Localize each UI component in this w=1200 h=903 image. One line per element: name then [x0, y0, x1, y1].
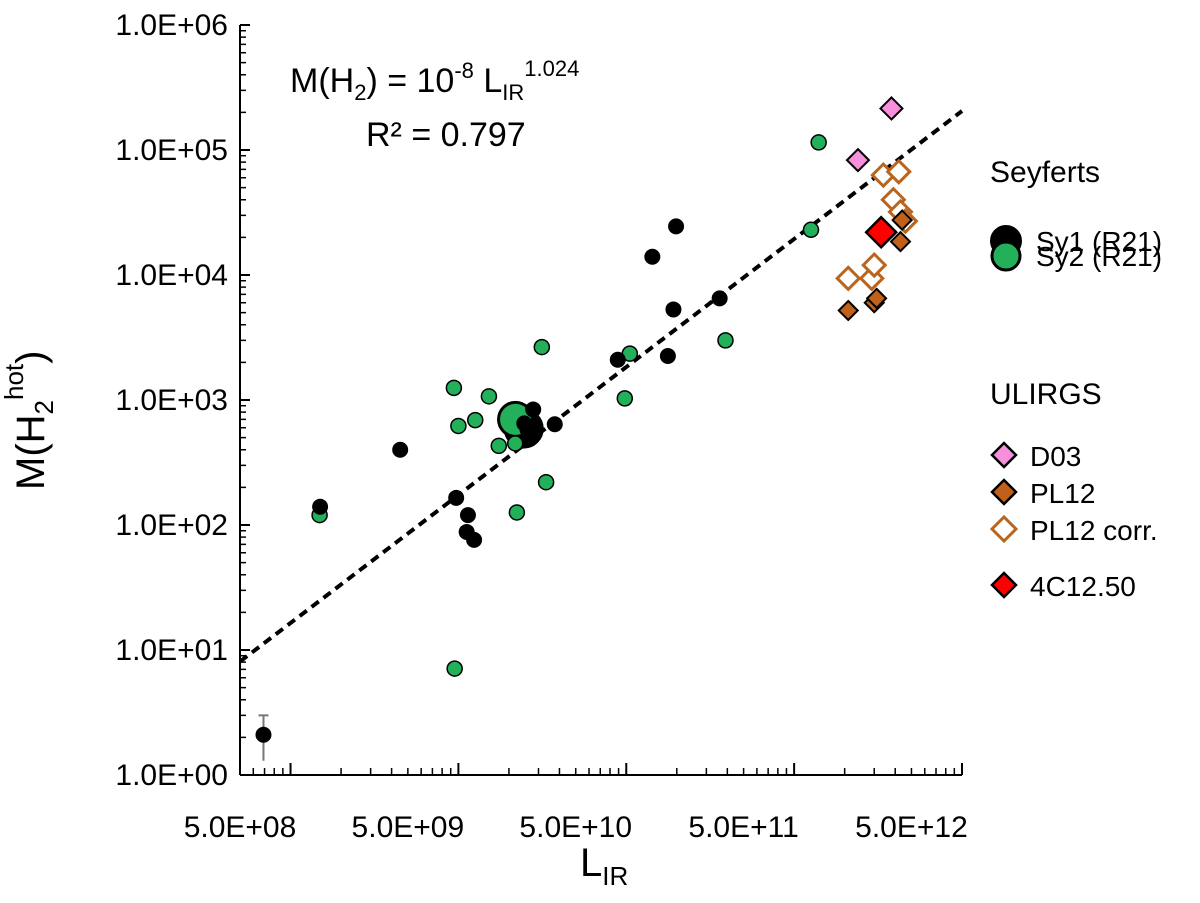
- point-sy1: [312, 498, 329, 515]
- legend: Seyferts Sy1 (R21) Sy2 (R21) ULIRGS D03 …: [989, 156, 1162, 602]
- legend-marker-d03: [990, 441, 1018, 469]
- point-sy1: [525, 401, 542, 418]
- legend-label-d03: D03: [1030, 441, 1081, 472]
- legend-marker-4c12-50: [990, 571, 1018, 599]
- y-tick-label: 1.0E+03: [115, 384, 228, 417]
- legend-label-sy1: Sy1 (R21): [1036, 226, 1162, 257]
- point-pl12: [865, 287, 888, 310]
- data-points: [255, 96, 919, 761]
- x-tick-label: 5.0E+10: [519, 811, 632, 844]
- point-sy1: [546, 416, 563, 433]
- y-tick-label: 1.0E+04: [115, 259, 228, 292]
- point-sy2: [446, 660, 463, 677]
- point-pl12: [891, 209, 914, 231]
- point-sy1: [609, 351, 626, 368]
- point-sy2: [490, 437, 508, 455]
- y-tick-label: 1.0E+00: [115, 759, 228, 792]
- legend-label-pl12: PL12: [1030, 478, 1095, 509]
- point-sy1: [519, 421, 536, 438]
- point-sy1: [665, 301, 682, 318]
- legend-marker-pl12: [990, 478, 1018, 506]
- point-sy2: [802, 221, 820, 239]
- x-tick-label: 5.0E+12: [855, 811, 968, 844]
- point-sy1: [459, 507, 476, 524]
- legend-label-sy2: Sy2 (R21): [1036, 241, 1162, 272]
- point-sy1: [711, 290, 728, 307]
- x-tick-label: 5.0E+09: [352, 811, 465, 844]
- y-tick-label: 1.0E+01: [115, 634, 228, 667]
- point-4c12-50: [864, 215, 898, 249]
- point-sy2: [537, 473, 555, 491]
- x-axis-ticks: 5.0E+08 5.0E+09 5.0E+10 5.0E+11 5.0E+12: [184, 763, 968, 844]
- point-sy2: [445, 379, 463, 397]
- point-d03: [879, 96, 904, 121]
- r-squared: R² = 0.797: [366, 116, 526, 154]
- point-sy1: [392, 441, 409, 458]
- y-axis-title: M(H2hot): [0, 351, 59, 490]
- legend-label-4c12-50: 4C12.50: [1030, 571, 1136, 602]
- y-tick-label: 1.0E+06: [115, 9, 228, 42]
- point-d03: [845, 147, 871, 173]
- point-sy2: [450, 417, 467, 435]
- x-tick-label: 5.0E+11: [688, 811, 798, 844]
- legend-label-pl12-corr: PL12 corr.: [1030, 515, 1158, 546]
- legend-marker-sy2: [990, 240, 1022, 272]
- point-sy1: [466, 531, 483, 548]
- point-pl12: [889, 230, 912, 253]
- point-sy2: [466, 411, 484, 429]
- point-sy2: [480, 388, 498, 405]
- point-sy2: [810, 134, 827, 151]
- point-pl12-corr: [861, 251, 888, 279]
- point-pl12-corr: [885, 158, 912, 185]
- point-sy2: [506, 435, 524, 452]
- point-sy1: [644, 248, 661, 265]
- legend-title-ulirgs: ULIRGS: [990, 378, 1102, 411]
- point-sy2: [717, 332, 734, 349]
- y-axis-ticks: 1.0E+00 1.0E+01 1.0E+02 1.0E+03 1.0E+04 1.0E+…: [115, 9, 250, 792]
- x-tick-label: 5.0E+08: [184, 811, 297, 844]
- point-sy1: [659, 347, 676, 364]
- y-tick-label: 1.0E+02: [115, 509, 228, 542]
- point-pl12: [837, 299, 860, 322]
- point-sy2: [533, 338, 551, 356]
- y-tick-label: 1.0E+05: [115, 134, 228, 167]
- fit-equation: M(H2) = 10-8 LIR1.024: [290, 56, 579, 105]
- point-pl12-corr: [835, 265, 862, 292]
- point-sy2: [616, 390, 634, 407]
- legend-title-seyferts: Seyferts: [990, 156, 1100, 189]
- axes: [239, 25, 962, 776]
- legend-marker-pl12-corr: [989, 514, 1019, 544]
- point-sy1: [448, 489, 465, 506]
- point-sy1: [255, 726, 272, 743]
- fit-line: [238, 109, 964, 664]
- point-sy1: [668, 218, 685, 235]
- point-sy2: [508, 504, 526, 521]
- x-axis-title: LIR: [580, 841, 628, 891]
